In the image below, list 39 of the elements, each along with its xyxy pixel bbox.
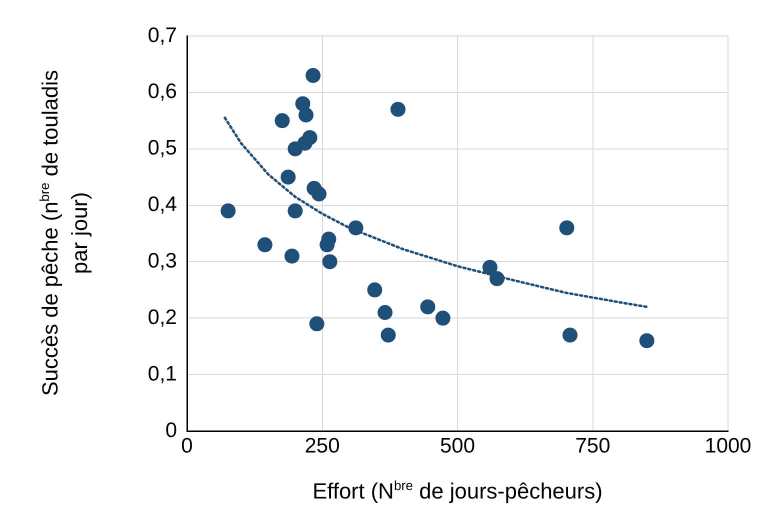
point [489,271,504,286]
y-tick-label: 0,3 [148,250,177,273]
point [298,108,314,122]
point [220,203,236,218]
point [274,113,290,128]
x-tick-label: 500 [440,434,476,458]
point [562,328,578,343]
point [306,68,321,83]
point [322,254,338,270]
x-axis-title: Effort (N$^{bre}$ de jours-pêcheurs) [311,478,604,504]
point [367,282,382,298]
point [380,328,396,343]
point [302,130,318,146]
point [482,260,498,275]
point [378,305,393,320]
x-tick-label: 0 [181,434,193,458]
point [420,299,436,314]
point [280,170,296,185]
point [257,237,272,252]
y-tick-label: 0,5 [148,136,177,160]
x-tick-label: 1000 [704,434,752,458]
point [284,248,300,264]
y-tick-label: 0,6 [148,80,177,104]
y-tick-label: 0,7 [148,24,177,47]
point [288,203,303,218]
point [309,316,324,332]
point [312,186,327,202]
x-tick-label: 250 [304,434,340,458]
point [435,310,450,326]
point [348,220,364,236]
point [390,102,406,117]
y-tick-label: 0,1 [148,362,177,386]
line-series [224,116,648,308]
y-tick-label: 0 [165,418,177,442]
y-tick-label: 0,2 [148,306,177,329]
point [559,220,574,236]
x-tick-label: 750 [575,434,610,458]
y-tick-label: 0,4 [148,193,178,216]
point [639,333,654,348]
